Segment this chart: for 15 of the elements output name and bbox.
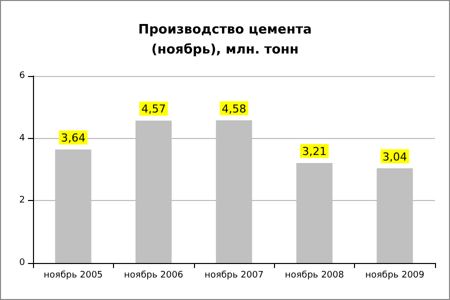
data-label: 4,58 [222,102,246,116]
data-label: 3,04 [382,150,408,164]
x-tick-label: ноябрь 2007 [204,270,264,280]
data-label: 3,21 [302,144,327,158]
y-tick-label: 0 [19,258,26,268]
data-label: 3,64 [60,132,86,145]
y-tick-label: 6 [19,71,26,81]
x-tick-label: ноябрь 2008 [284,270,344,280]
x-tick-label: ноябрь 2005 [44,270,103,280]
y-tick-label: 4 [19,133,26,144]
data-label: 4,57 [141,102,166,116]
x-tick-label: ноябрь 2009 [365,270,425,280]
x-tick-label: ноябрь 2006 [124,270,184,280]
y-tick-label: 2 [19,196,25,206]
chart-title: Производство цемента (ноябрь), млн. тонн [138,22,312,58]
